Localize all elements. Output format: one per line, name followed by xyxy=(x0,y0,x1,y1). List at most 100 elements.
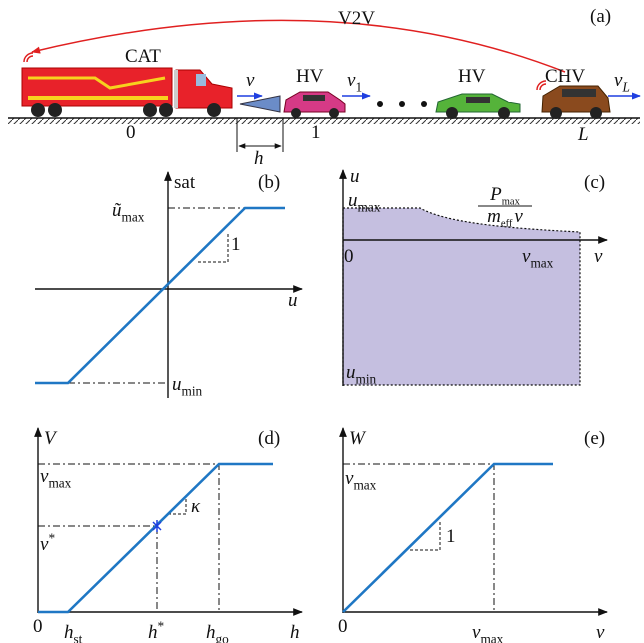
shape xyxy=(283,91,346,113)
shape xyxy=(21,67,173,107)
level-label-base: v xyxy=(40,466,49,487)
shape xyxy=(23,52,34,63)
shape xyxy=(377,101,383,107)
shape xyxy=(342,207,581,386)
shape xyxy=(35,206,285,385)
panel-b xyxy=(35,171,303,398)
shape xyxy=(536,80,547,91)
tick-label-sup: * xyxy=(158,618,165,633)
position-label: 0 xyxy=(126,122,136,143)
level-label-base: v xyxy=(345,468,354,489)
level-label: umin xyxy=(172,374,203,399)
speed-label: vL xyxy=(614,70,630,95)
shape xyxy=(303,95,325,101)
shape xyxy=(410,520,441,551)
vehicle-label: CHV xyxy=(545,66,585,87)
speed-label: v1 xyxy=(347,70,362,95)
axis-label: u xyxy=(288,290,298,311)
level-label: vmax xyxy=(40,466,72,491)
panel-label: (c) xyxy=(584,172,605,193)
level-label: v* xyxy=(40,530,55,555)
speed-label-base: v xyxy=(246,70,255,91)
panel-a xyxy=(8,19,641,152)
origin-label: 0 xyxy=(344,246,354,267)
level-label: vmax xyxy=(345,468,377,493)
origin-label: 0 xyxy=(33,616,43,637)
level-label: ũmax xyxy=(112,200,145,225)
speed-label-sub: L xyxy=(621,80,629,95)
shape xyxy=(446,107,458,119)
vehicle-label: CAT xyxy=(125,46,161,67)
shape xyxy=(198,232,229,263)
fraction-denominator: meff v xyxy=(487,206,523,230)
tick-label-sub: max xyxy=(480,632,503,643)
panel-c xyxy=(339,169,608,386)
shape xyxy=(498,107,510,119)
vehicle-label: HV xyxy=(296,66,324,87)
shape xyxy=(590,107,602,119)
shape xyxy=(38,525,158,612)
origin-label: 0 xyxy=(338,616,348,637)
shape xyxy=(159,103,173,117)
axis-label: v xyxy=(594,246,603,267)
tick-label-base: h xyxy=(148,622,158,643)
tick-label-base: v xyxy=(472,622,481,643)
level-label-sub: max xyxy=(48,476,71,491)
shape xyxy=(466,97,490,103)
level-label-sup: * xyxy=(48,530,55,545)
level-label-base: v xyxy=(40,534,49,555)
axis-label: h xyxy=(290,622,300,643)
level-label-sub: min xyxy=(356,372,377,387)
fraction-numerator: Pmax xyxy=(489,184,520,208)
panel-label: (d) xyxy=(258,428,280,449)
speed-label-base: v xyxy=(614,70,623,91)
position-label: 1 xyxy=(311,122,321,143)
shape xyxy=(239,95,281,113)
level-label-sub: max xyxy=(353,478,376,493)
shape xyxy=(562,89,596,97)
shape xyxy=(421,101,427,107)
shape xyxy=(28,76,166,90)
shape xyxy=(342,462,553,613)
shape xyxy=(38,462,273,614)
panel-label: (b) xyxy=(258,172,280,193)
tick-label-sub: st xyxy=(74,632,83,643)
shape xyxy=(291,108,301,118)
level-label-sub: max xyxy=(122,210,145,225)
tick-label: h* xyxy=(148,618,165,643)
shape xyxy=(174,70,178,108)
fraction-denominator-tail: v xyxy=(514,206,523,227)
shape xyxy=(329,108,339,118)
speed-label-base: v xyxy=(347,70,356,91)
axis-label: sat xyxy=(174,172,196,193)
slope-label: 1 xyxy=(446,526,456,547)
tick-label-sub: go xyxy=(216,632,230,643)
slope-label: κ xyxy=(191,496,201,517)
tick-label-base: h xyxy=(206,622,216,643)
fraction-denominator-base: m xyxy=(487,206,501,227)
shape xyxy=(143,103,157,117)
shape xyxy=(550,107,562,119)
panel-label: (e) xyxy=(584,428,605,449)
level-label: umax xyxy=(348,190,381,215)
shape xyxy=(207,103,221,117)
shape xyxy=(196,74,206,86)
level-label-base: ũ xyxy=(112,200,122,221)
shape xyxy=(31,103,45,117)
panel-d xyxy=(34,427,303,616)
level-label-base: u xyxy=(172,374,182,395)
tick-label-base: h xyxy=(64,622,74,643)
shape xyxy=(28,96,168,100)
tick-label: hst xyxy=(64,622,83,643)
level-label-base: v xyxy=(522,246,531,267)
shape xyxy=(168,496,187,515)
speed-label: v xyxy=(246,70,255,91)
level-label: vmax xyxy=(522,246,554,271)
slope-label: 1 xyxy=(231,234,241,255)
panel-e xyxy=(339,427,608,616)
fraction-denominator-sub: eff xyxy=(501,219,513,230)
shape xyxy=(8,118,640,124)
speed-label-sub: 1 xyxy=(355,80,362,95)
shape xyxy=(48,103,62,117)
